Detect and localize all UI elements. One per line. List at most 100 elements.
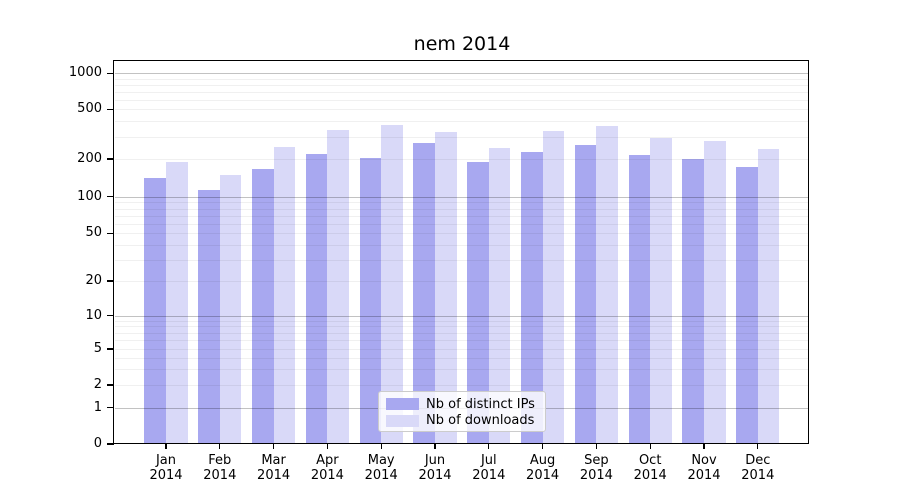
- x-tick-mark-sep: [595, 444, 598, 449]
- y-tick-mark-100: [107, 196, 114, 198]
- x-tick-mark-dec: [757, 444, 759, 449]
- bar-distinct-ips-feb: [198, 190, 220, 444]
- y-tick-mark-1000: [107, 72, 114, 74]
- bar-distinct-ips-apr: [305, 154, 328, 444]
- x-tick-label-nov: Nov 2014: [676, 453, 732, 483]
- gridline-60: [115, 223, 808, 225]
- bar-distinct-ips-dec: [736, 166, 758, 444]
- gridline-700: [115, 91, 808, 93]
- y-tick-mark-2: [107, 384, 114, 386]
- x-tick-year: 2014: [472, 468, 506, 483]
- x-tick-month: Mar: [261, 453, 286, 468]
- bar-downloads-aug: [542, 130, 565, 444]
- x-tick-year: 2014: [741, 468, 775, 483]
- gridline-70: [115, 215, 808, 217]
- y-tick-mark-500: [107, 108, 114, 110]
- bar-downloads-feb: [219, 175, 242, 444]
- y-tick-label-200: 200: [77, 151, 102, 166]
- gridline-40: [115, 244, 808, 246]
- x-tick-mark-may: [380, 444, 382, 449]
- legend-item-distinct-ips: Nb of distinct IPs: [386, 396, 545, 413]
- y-tick-label-5: 5: [93, 341, 102, 356]
- bar-distinct-ips-may: [359, 158, 382, 444]
- bar-distinct-ips-sep: [574, 145, 597, 444]
- x-tick-year: 2014: [257, 468, 291, 483]
- x-tick-month: Apr: [316, 453, 339, 468]
- gridline-50: [115, 233, 808, 235]
- gridline-4: [115, 357, 808, 359]
- gridline-100: [115, 196, 808, 198]
- bar-downloads-may: [381, 124, 403, 444]
- bar-downloads-dec: [757, 149, 780, 444]
- y-tick-mark-10: [107, 315, 114, 317]
- x-tick-label-aug: Aug 2014: [515, 453, 571, 483]
- x-tick-mark-feb: [219, 444, 221, 449]
- gridline-9: [115, 320, 808, 322]
- x-tick-mark-oct: [649, 444, 651, 449]
- gridline-3: [115, 369, 808, 371]
- y-tick-mark-20: [107, 280, 114, 282]
- bar-downloads-sep: [596, 125, 618, 444]
- bar-downloads-nov: [704, 141, 726, 444]
- x-tick-month: Oct: [638, 453, 662, 468]
- x-tick-mark-jul: [488, 444, 490, 449]
- y-tick-label-1000: 1000: [68, 65, 102, 81]
- legend-item-downloads: Nb of downloads: [386, 413, 545, 430]
- y-tick-mark-200: [107, 158, 114, 160]
- gridline-500: [115, 109, 808, 111]
- gridline-90: [115, 202, 808, 204]
- bar-distinct-ips-jan: [144, 178, 166, 444]
- x-tick-month: Nov: [691, 453, 717, 468]
- y-tick-label-10: 10: [85, 307, 102, 323]
- x-tick-year: 2014: [149, 468, 183, 483]
- x-tick-month: Feb: [208, 453, 232, 468]
- x-tick-year: 2014: [633, 468, 667, 483]
- x-tick-mark-nov: [703, 444, 705, 449]
- gridline-900: [115, 78, 808, 80]
- x-tick-year: 2014: [418, 468, 452, 483]
- gridline-80: [115, 208, 808, 210]
- x-tick-month: Jan: [155, 453, 177, 468]
- x-tick-month: Dec: [745, 453, 771, 468]
- x-tick-month: Sep: [584, 453, 609, 468]
- x-tick-label-apr: Apr 2014: [299, 453, 355, 483]
- y-tick-label-0: 0: [93, 436, 102, 451]
- y-tick-mark-5: [107, 348, 114, 350]
- bar-downloads-oct: [650, 138, 672, 444]
- x-tick-year: 2014: [203, 468, 237, 483]
- gridline-6: [115, 340, 808, 342]
- chart-title: nem 2014: [413, 33, 511, 55]
- bar-downloads-jul: [488, 147, 511, 444]
- bar-downloads-apr: [327, 130, 349, 444]
- x-tick-mark-jun: [434, 444, 436, 449]
- y-tick-label-100: 100: [77, 188, 102, 204]
- bar-distinct-ips-oct: [628, 155, 651, 444]
- bar-distinct-ips-nov: [682, 159, 704, 444]
- legend-label-downloads: Nb of downloads: [426, 413, 535, 429]
- gridline-600: [115, 99, 808, 101]
- bar-distinct-ips-jun: [413, 143, 435, 444]
- gridline-200: [115, 159, 808, 160]
- y-tick-label-50: 50: [85, 225, 102, 241]
- y-tick-label-20: 20: [85, 273, 102, 288]
- x-tick-mark-mar: [272, 444, 275, 449]
- bar-distinct-ips-aug: [521, 152, 543, 444]
- bar-downloads-jun: [435, 131, 457, 444]
- x-tick-month: Jul: [480, 453, 497, 468]
- x-tick-label-jul: Jul 2014: [461, 453, 517, 483]
- x-tick-label-feb: Feb 2014: [192, 453, 248, 483]
- x-tick-label-may: May 2014: [353, 453, 409, 483]
- y-tick-label-1: 1: [93, 399, 102, 415]
- x-tick-mark-jan: [165, 444, 167, 449]
- x-tick-label-oct: Oct 2014: [622, 453, 678, 483]
- x-tick-mark-apr: [326, 444, 329, 449]
- legend: Nb of distinct IPs Nb of downloads: [378, 391, 546, 432]
- x-tick-year: 2014: [579, 468, 613, 483]
- gridline-10: [115, 315, 808, 317]
- x-tick-label-mar: Mar 2014: [246, 453, 302, 483]
- x-tick-year: 2014: [364, 468, 398, 483]
- y-tick-mark-50: [107, 232, 114, 234]
- y-tick-label-2: 2: [93, 377, 102, 392]
- x-tick-label-jun: Jun 2014: [407, 453, 463, 483]
